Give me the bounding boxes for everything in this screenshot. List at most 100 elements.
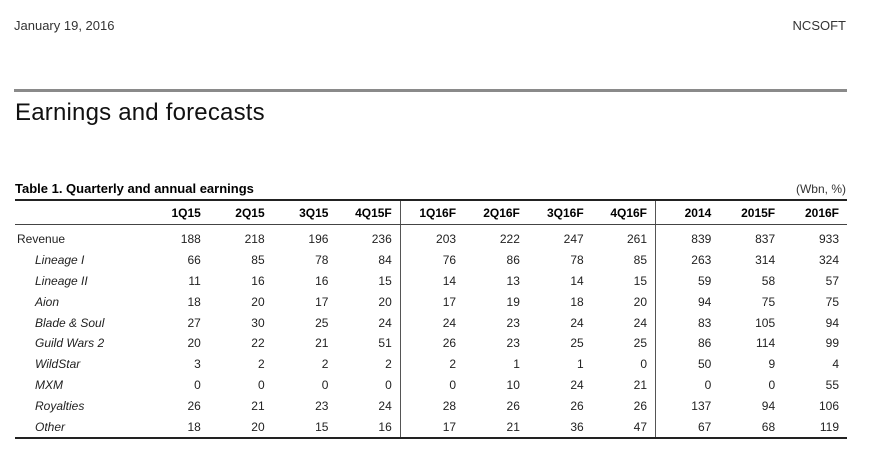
table-cell: 222 <box>499 232 520 247</box>
row-label: Revenue <box>17 232 66 247</box>
table-cell: 24 <box>336 395 401 417</box>
table-cell: 23 <box>506 336 520 351</box>
table-cell: 263 <box>691 253 712 268</box>
column-header: 2Q15 <box>208 199 273 225</box>
table-cell: 20 <box>208 416 273 439</box>
table-cell: 0 <box>321 377 329 392</box>
table-row: Lineage II 11 16 16 15 14 13 14 15 59 58 57 <box>15 270 847 292</box>
table-cell: 13 <box>506 273 520 288</box>
table-cell: 59 <box>697 273 712 288</box>
table-cell: 105 <box>755 315 776 330</box>
table-cell: 25 <box>570 336 584 351</box>
row-label: Aion <box>35 294 60 309</box>
table-cell: 16 <box>315 273 329 288</box>
table-header-row: 1Q15 2Q15 3Q15 4Q15F 1Q16F 2Q16F 3Q16F 4… <box>15 199 847 225</box>
table-cell: 15 <box>336 270 401 292</box>
table-cell: 21 <box>315 336 329 351</box>
table-cell: 84 <box>336 249 401 271</box>
table-cell: 26 <box>570 398 584 413</box>
table-cell: 2 <box>449 357 457 372</box>
table-cell: 16 <box>251 273 265 288</box>
column-header: 2Q16F <box>464 199 528 225</box>
table-row: MXM 0 0 0 0 0 10 24 21 0 0 55 <box>15 374 847 396</box>
table-cell: 137 <box>691 398 712 413</box>
table-cell: 26 <box>506 398 520 413</box>
table-cell: 94 <box>825 315 839 330</box>
table-row: Lineage I 66 85 78 84 76 86 78 85 263 314 324 <box>15 249 847 271</box>
table-cell: 2 <box>336 353 401 375</box>
column-header: 2016F <box>783 199 847 225</box>
company-name: NCSOFT <box>792 18 846 33</box>
table-cell: 26 <box>442 336 457 351</box>
table-cell: 18 <box>187 294 201 309</box>
table-row: Other 18 20 15 16 17 21 36 47 67 68 119 <box>15 416 847 439</box>
table-row: WildStar 3 2 2 2 2 1 1 0 50 9 4 <box>15 353 847 375</box>
table-cell: 14 <box>442 273 457 288</box>
table-cell: 9 <box>768 357 776 372</box>
table-title: Table 1. Quarterly and annual earnings <box>15 181 254 196</box>
table-cell: 0 <box>591 353 656 375</box>
row-label: MXM <box>35 377 63 392</box>
table-cell: 85 <box>591 249 656 271</box>
table-cell: 10 <box>506 377 520 392</box>
table-cell: 25 <box>591 332 656 354</box>
table-cell: 18 <box>570 294 584 309</box>
table-cell: 196 <box>308 232 329 247</box>
table-cell: 94 <box>697 294 712 309</box>
table-cell: 67 <box>655 416 720 439</box>
table-cell: 2 <box>321 357 329 372</box>
table-cell: 839 <box>691 232 712 247</box>
row-label: Lineage I <box>35 253 85 268</box>
table-cell: 0 <box>257 377 265 392</box>
table-cell: 203 <box>436 232 457 247</box>
table-cell: 21 <box>251 398 265 413</box>
table-cell: 23 <box>506 315 520 330</box>
table-row: Blade & Soul 27 30 25 24 24 23 24 24 83 105 94 <box>15 312 847 333</box>
table-cell: 78 <box>315 253 329 268</box>
table-cell: 2 <box>257 357 265 372</box>
table-row: Royalties 26 21 23 24 28 26 26 26 137 94 106 <box>15 395 847 417</box>
table-cell: 68 <box>719 416 784 439</box>
table-cell: 24 <box>570 377 584 392</box>
header-divider <box>14 89 847 92</box>
table-cell: 76 <box>442 253 457 268</box>
table-cell: 51 <box>336 332 401 354</box>
table-cell: 4 <box>832 357 839 372</box>
table-row: Aion 18 20 17 20 17 19 18 20 94 75 75 <box>15 291 847 313</box>
table-cell: 99 <box>825 336 839 351</box>
table-units: (Wbn, %) <box>795 182 846 196</box>
column-header: 2015F <box>719 199 784 225</box>
row-label: WildStar <box>35 357 81 372</box>
earnings-table: 1Q15 2Q15 3Q15 4Q15F 1Q16F 2Q16F 3Q16F 4… <box>15 199 847 439</box>
row-label: Other <box>15 416 145 439</box>
table-cell: 261 <box>591 224 656 250</box>
table-cell: 21 <box>464 416 528 439</box>
table-cell: 20 <box>251 294 265 309</box>
table-cell: 324 <box>818 253 839 268</box>
table-cell: 21 <box>591 374 656 396</box>
table-cell: 24 <box>336 312 401 333</box>
table-cell: 11 <box>188 273 201 288</box>
column-header: 3Q16F <box>527 199 592 225</box>
table-cell: 86 <box>506 253 520 268</box>
table-cell: 247 <box>563 232 584 247</box>
table-cell: 933 <box>818 232 839 247</box>
table-cell: 0 <box>194 377 201 392</box>
table-cell: 66 <box>187 253 201 268</box>
table-cell: 50 <box>697 357 712 372</box>
table-cell: 55 <box>825 377 839 392</box>
table-cell: 19 <box>506 294 520 309</box>
table-cell: 106 <box>818 398 839 413</box>
table-row: Guild Wars 2 20 22 21 51 26 23 25 25 86 114 99 <box>15 332 847 354</box>
table-cell: 0 <box>704 377 712 392</box>
row-label: Guild Wars 2 <box>35 336 105 351</box>
table-cell: 14 <box>570 273 584 288</box>
table-cell: 26 <box>187 398 201 413</box>
table-cell: 15 <box>272 416 337 439</box>
table-cell: 3 <box>194 357 201 372</box>
table-cell: 47 <box>591 416 656 439</box>
table-cell: 85 <box>251 253 265 268</box>
table-cell: 78 <box>570 253 584 268</box>
column-header: 4Q16F <box>591 199 656 225</box>
table-cell: 114 <box>755 336 776 351</box>
